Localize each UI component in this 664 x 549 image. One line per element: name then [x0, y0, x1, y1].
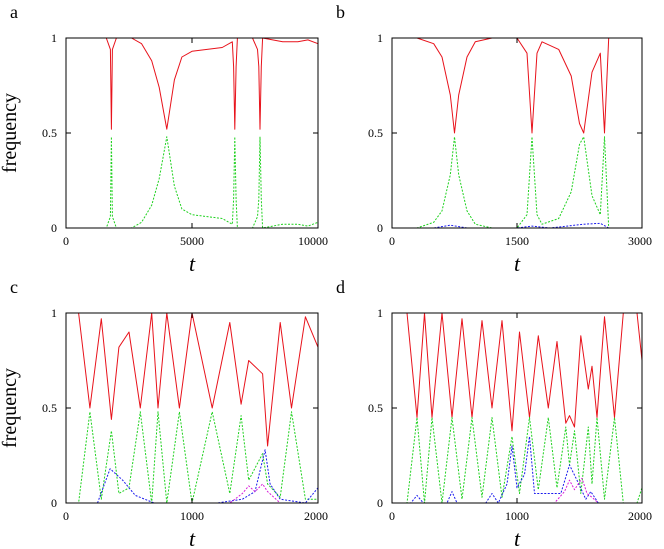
- y-axis-label: frequency: [0, 368, 21, 448]
- x-axis-label: t: [514, 251, 521, 276]
- x-axis-label: t: [514, 526, 521, 549]
- y-tick-label: 0: [51, 221, 57, 235]
- x-tick-label: 2000: [304, 509, 328, 523]
- y-tick-label: 0: [377, 221, 383, 235]
- series-green-line: [66, 136, 319, 229]
- y-tick-label: 1: [377, 306, 383, 320]
- plot-frame: [391, 312, 643, 504]
- series-green-line: [66, 411, 318, 504]
- panel-d: [391, 312, 643, 504]
- y-tick-label: 0: [51, 496, 57, 510]
- x-tick-label: 5000: [180, 234, 204, 248]
- series-magenta-line: [66, 483, 318, 504]
- series-red-line: [66, 312, 319, 447]
- series-magenta-line: [392, 477, 642, 504]
- x-tick-label: 1000: [505, 509, 529, 523]
- panel-label-c: c: [10, 277, 18, 297]
- panel-label-b: b: [336, 2, 345, 22]
- plot-frame: [65, 37, 319, 229]
- y-tick-label: 0.5: [368, 126, 383, 140]
- panel-b: [391, 37, 643, 229]
- y-tick-label: 0.5: [42, 126, 57, 140]
- series-blue-line: [66, 449, 319, 504]
- x-tick-label: 0: [389, 509, 395, 523]
- y-tick-label: 1: [51, 306, 57, 320]
- x-tick-label: 1000: [180, 509, 204, 523]
- y-tick-label: 1: [51, 31, 57, 45]
- x-tick-label: 0: [63, 234, 69, 248]
- series-green-line: [392, 136, 642, 229]
- series-blue-line: [392, 222, 642, 229]
- x-tick-label: 2000: [628, 509, 652, 523]
- series-green-line: [392, 417, 643, 504]
- y-axis-label: frequency: [0, 93, 21, 173]
- x-axis-label: t: [189, 251, 196, 276]
- y-tick-label: 0.5: [42, 401, 57, 415]
- series-blue-line: [392, 436, 642, 504]
- series-red-line: [392, 312, 643, 432]
- panel-a: [65, 37, 319, 229]
- y-tick-label: 0.5: [368, 401, 383, 415]
- panel-label-d: d: [336, 277, 345, 297]
- x-axis-label: t: [189, 526, 196, 549]
- series-red-line: [392, 37, 642, 134]
- x-tick-label: 1500: [505, 234, 529, 248]
- panel-label-a: a: [10, 2, 18, 22]
- x-tick-label: 0: [63, 509, 69, 523]
- x-tick-label: 0: [389, 234, 395, 248]
- x-tick-label: 3000: [628, 234, 652, 248]
- y-tick-label: 0: [377, 496, 383, 510]
- x-tick-label: 10000: [298, 234, 328, 248]
- series-red-line: [66, 37, 319, 130]
- y-tick-label: 1: [377, 31, 383, 45]
- panel-c: [65, 312, 319, 504]
